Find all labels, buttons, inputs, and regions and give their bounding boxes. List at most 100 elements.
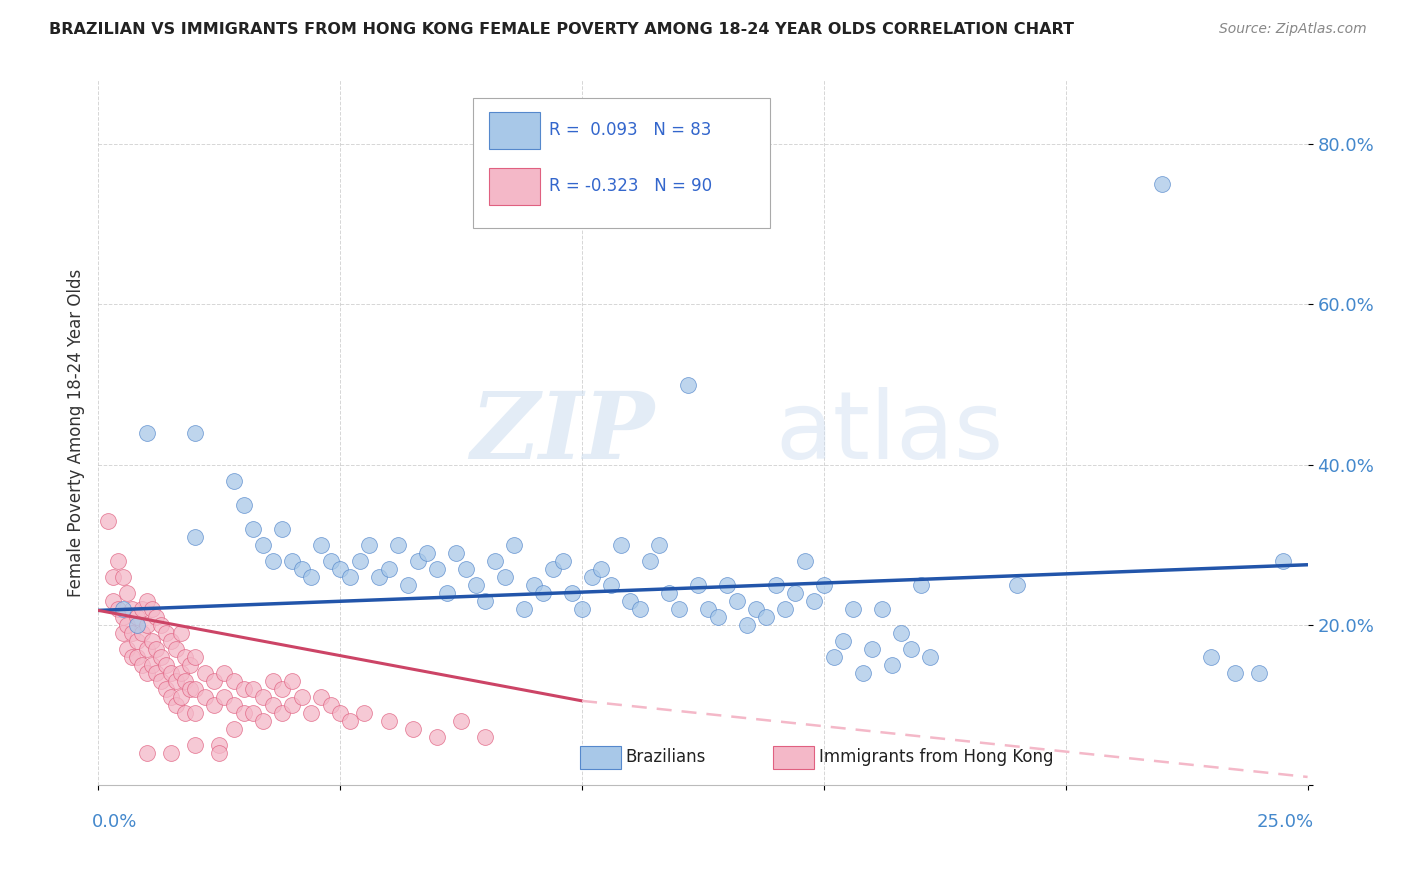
Point [184,649,207,664]
Point [222,474,245,488]
Point [1272,554,1295,568]
Point [222,698,245,712]
Point [281,698,304,712]
Point [426,730,449,744]
Point [1249,665,1271,680]
Point [160,665,183,680]
Point [150,617,173,632]
Point [208,746,231,760]
Point [212,665,235,680]
Point [160,690,183,704]
Point [339,714,361,728]
Point [1223,665,1246,680]
Point [290,562,312,576]
Point [135,617,157,632]
Point [169,625,191,640]
Point [581,570,603,584]
Point [184,530,207,544]
Point [179,657,201,672]
Point [860,641,883,656]
Point [271,681,294,696]
Point [131,657,153,672]
Text: BRAZILIAN VS IMMIGRANTS FROM HONG KONG FEMALE POVERTY AMONG 18-24 YEAR OLDS CORR: BRAZILIAN VS IMMIGRANTS FROM HONG KONG F… [49,22,1074,37]
Point [484,554,506,568]
Point [169,665,191,680]
Point [696,601,718,615]
Point [242,681,264,696]
Point [823,649,845,664]
Point [141,633,163,648]
Point [242,522,264,536]
Point [842,601,865,615]
Point [735,617,758,632]
Point [474,594,496,608]
Point [329,562,352,576]
Point [179,681,201,696]
Point [117,617,139,632]
Text: 25.0%: 25.0% [1257,814,1313,831]
Point [513,601,536,615]
Point [1007,578,1029,592]
FancyBboxPatch shape [489,169,540,205]
Point [870,601,893,615]
Point [97,514,120,528]
Point [900,641,922,656]
Point [155,681,177,696]
Point [591,562,613,576]
Point [755,609,778,624]
Point [150,673,173,688]
Point [101,594,124,608]
Point [658,586,681,600]
Point [494,570,516,584]
Point [387,538,409,552]
Point [402,722,425,736]
Point [309,538,332,552]
Point [271,706,294,720]
Point [648,538,671,552]
Point [290,690,312,704]
Point [1199,649,1222,664]
Text: atlas: atlas [776,386,1004,479]
Point [329,706,352,720]
Point [131,625,153,640]
Point [165,673,187,688]
Point [377,562,399,576]
Point [184,738,207,752]
Point [474,730,496,744]
Point [852,665,875,680]
Point [121,625,143,640]
Point [377,714,399,728]
FancyBboxPatch shape [474,98,769,228]
Point [920,649,942,664]
Point [416,546,439,560]
Point [880,657,903,672]
FancyBboxPatch shape [579,747,621,769]
Point [222,722,245,736]
Point [131,601,153,615]
Point [145,641,167,656]
Point [571,601,593,615]
Point [271,522,294,536]
Point [426,562,449,576]
Point [610,538,633,552]
Point [160,633,183,648]
Point [339,570,361,584]
Point [793,554,815,568]
Text: R =  0.093   N = 83: R = 0.093 N = 83 [550,120,711,138]
Point [204,673,226,688]
Point [450,714,472,728]
Point [464,578,486,592]
Point [117,641,139,656]
Point [706,609,728,624]
Point [117,586,139,600]
Point [155,657,177,672]
Point [551,554,574,568]
Point [184,706,207,720]
Point [111,609,134,624]
Point [127,609,149,624]
Point [299,570,322,584]
Point [111,625,134,640]
Point [436,586,458,600]
Point [160,746,183,760]
Point [262,673,284,688]
